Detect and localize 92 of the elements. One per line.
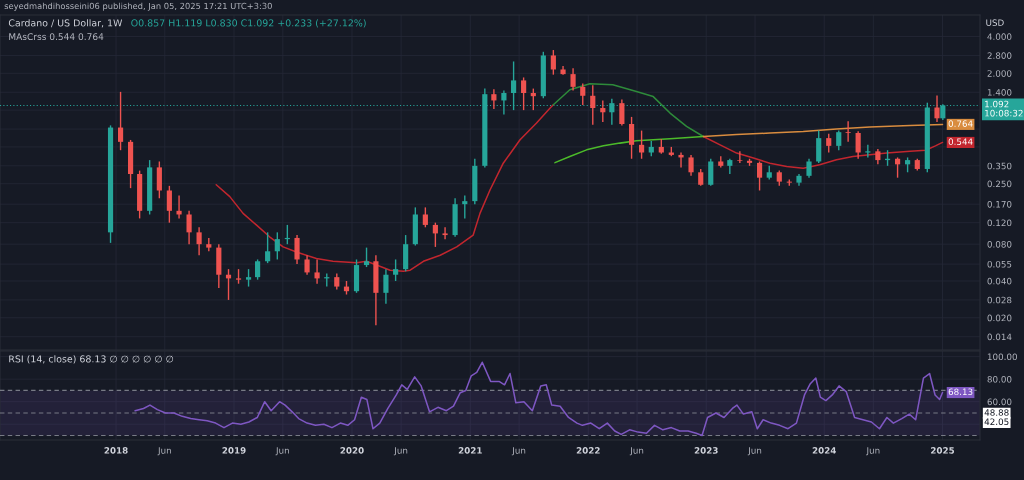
chart-subtitle: O0.857 H1.119 L0.830 C1.092 +0.233 (+27.12%) xyxy=(131,19,366,28)
line-series xyxy=(702,135,944,169)
candlestick xyxy=(176,194,182,220)
candlestick xyxy=(816,129,822,164)
y-tick-label: 80.00 xyxy=(987,375,1012,383)
candlestick xyxy=(521,76,527,111)
x-tick-label: 2018 xyxy=(104,447,128,454)
annotation: 68.13 xyxy=(948,388,973,396)
candlestick xyxy=(826,133,832,154)
y-tick-label: 0.250 xyxy=(987,180,1012,188)
x-tick-label: Jun xyxy=(393,447,408,456)
candlestick xyxy=(255,258,261,281)
chart-title: Cardano / US Dollar, 1W xyxy=(8,19,123,28)
x-tick-label: Jun xyxy=(157,447,171,456)
y-tick-label: 0.020 xyxy=(987,314,1012,322)
candlestick xyxy=(491,88,497,110)
candlestick xyxy=(156,160,162,199)
chart-title: RSI (14, close) 68.13 ∅ ∅ ∅ ∅ ∅ ∅ xyxy=(9,355,174,364)
y-tick-label: 0.170 xyxy=(987,201,1012,208)
candlestick xyxy=(756,160,763,192)
y-tick-label: 2.800 xyxy=(987,52,1012,59)
candlestick xyxy=(166,185,172,224)
candlestick xyxy=(678,151,684,169)
y-tick-label: 0.028 xyxy=(987,296,1012,304)
x-tick-label: 2023 xyxy=(694,447,718,454)
candlestick xyxy=(462,194,468,220)
y-tick-label: 60.00 xyxy=(987,398,1012,406)
candlestick xyxy=(836,129,842,151)
y-tick-label: 0.040 xyxy=(987,277,1012,285)
candlestick xyxy=(619,98,625,127)
candlestick xyxy=(383,268,389,305)
x-tick-label: 2024 xyxy=(812,447,836,454)
candlestick xyxy=(865,144,871,159)
x-tick-label: Jun xyxy=(629,447,644,456)
candlestick xyxy=(806,158,812,179)
candlestick xyxy=(845,120,851,143)
y-tick-label: 1.400 xyxy=(987,89,1012,96)
x-tick-label: Jun xyxy=(275,447,289,456)
candlestick xyxy=(737,150,743,164)
text: seyedmahdihosseini06 published, Jan 05, 2025 17:21 UTC+3:30 xyxy=(4,2,272,11)
candlestick xyxy=(196,226,202,256)
y-axis-title: USD xyxy=(986,19,1004,26)
candlestick xyxy=(274,231,280,261)
line-series xyxy=(702,123,944,138)
y-tick-label: 2.000 xyxy=(987,70,1012,77)
candlestick xyxy=(363,246,370,268)
candlestick xyxy=(550,49,556,76)
candlestick xyxy=(570,67,576,92)
candlestick xyxy=(708,158,714,187)
annotation: MAsCrss 0.544 0.764 xyxy=(9,33,104,41)
y-tick-label: 0.120 xyxy=(987,219,1012,227)
x-tick-label: 2021 xyxy=(458,447,482,454)
candlestick xyxy=(855,130,861,160)
text: 48.88 xyxy=(984,409,1009,416)
candlestick xyxy=(628,116,635,160)
y-tick-label: 0.350 xyxy=(987,162,1012,170)
ref-line-label: 1.092 10:08:32 xyxy=(985,100,1023,117)
candlestick xyxy=(934,94,940,123)
x-tick-label: Jun xyxy=(747,447,762,456)
y-tick-label: 0.080 xyxy=(987,241,1012,248)
y-tick-label: 0.055 xyxy=(987,260,1012,268)
x-tick-label: Jun xyxy=(866,447,880,456)
x-tick-label: Jun xyxy=(511,447,526,456)
line-series xyxy=(215,104,555,273)
x-tick-label: 2020 xyxy=(340,447,364,454)
candlestick xyxy=(580,82,586,106)
x-tick-label: 2022 xyxy=(576,447,600,454)
candlestick xyxy=(442,226,448,240)
candlestick xyxy=(432,221,438,248)
candlestick xyxy=(600,99,606,123)
candlestick xyxy=(639,129,645,160)
candlestick xyxy=(304,254,310,276)
candlestick xyxy=(590,84,596,126)
line-series xyxy=(552,82,705,138)
y-tick-label: 100.00 xyxy=(987,353,1017,361)
candlestick xyxy=(314,258,320,285)
candlestick xyxy=(294,234,300,265)
candlestick xyxy=(393,258,399,282)
candlestick xyxy=(265,231,271,264)
line-series xyxy=(134,361,944,437)
text: 42.05 xyxy=(984,418,1009,426)
y-tick-label: 0.014 xyxy=(987,333,1012,341)
annotation: 0.544 xyxy=(948,138,973,145)
candlestick xyxy=(688,154,694,177)
candlestick xyxy=(530,87,536,111)
annotation: 0.764 xyxy=(948,120,973,127)
candlestick xyxy=(186,210,192,245)
y-tick-label: 4.000 xyxy=(987,33,1012,40)
candlestick xyxy=(117,91,124,151)
candlestick xyxy=(422,206,428,228)
x-tick-label: 2025 xyxy=(931,447,955,454)
x-tick-label: 2019 xyxy=(222,447,246,454)
